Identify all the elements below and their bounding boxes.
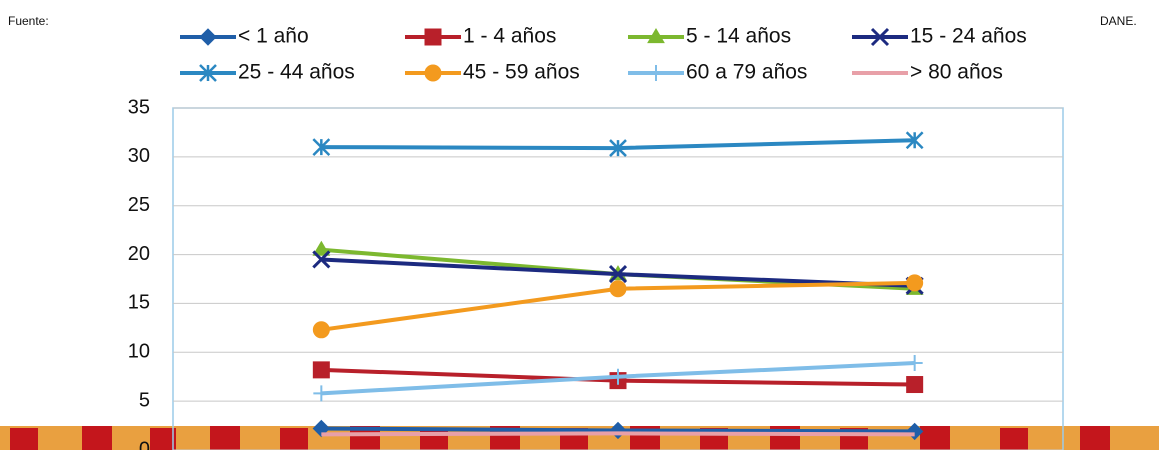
legend-label: > 80 años [910, 61, 1003, 84]
series-line [321, 431, 915, 437]
legend-label: 45 - 59 años [463, 61, 580, 84]
source-prefix: Fuente: [8, 14, 49, 28]
y-tick-label: 5 [139, 389, 150, 411]
data-point [610, 368, 626, 385]
data-point [312, 138, 331, 156]
legend-marker [424, 64, 442, 82]
y-tick-label: 0 [139, 438, 150, 450]
y-tick-label: 30 [128, 145, 150, 167]
legend-marker [870, 27, 890, 47]
legend-label: < 1 año [238, 25, 309, 48]
legend-label: 15 - 24 años [910, 25, 1027, 48]
y-tick-label: 15 [128, 292, 150, 314]
data-point [906, 274, 924, 292]
data-point [312, 361, 330, 379]
data-point [906, 376, 924, 394]
legend-label: 1 - 4 años [463, 25, 556, 48]
y-tick-label: 20 [128, 243, 150, 265]
data-point [608, 265, 628, 284]
data-point [312, 240, 331, 256]
legend-marker [199, 64, 217, 82]
legend-label: 5 - 14 años [686, 25, 791, 48]
y-tick-label: 25 [128, 194, 150, 216]
data-point [609, 280, 627, 298]
legend-marker [647, 28, 665, 44]
source: DANE. [1100, 14, 1137, 28]
y-tick-label: 35 [128, 96, 150, 118]
data-point [312, 250, 331, 269]
data-point [905, 131, 924, 150]
y-tick-label: 10 [128, 341, 150, 363]
data-point [313, 385, 330, 402]
legend-marker [424, 28, 442, 46]
legend-label: 25 - 44 años [238, 61, 355, 84]
data-point [609, 139, 627, 157]
data-point [312, 321, 330, 339]
legend-marker [199, 28, 217, 46]
legend-marker [648, 65, 664, 81]
data-point [906, 355, 923, 372]
legend-label: 60 a 79 años [686, 61, 807, 84]
